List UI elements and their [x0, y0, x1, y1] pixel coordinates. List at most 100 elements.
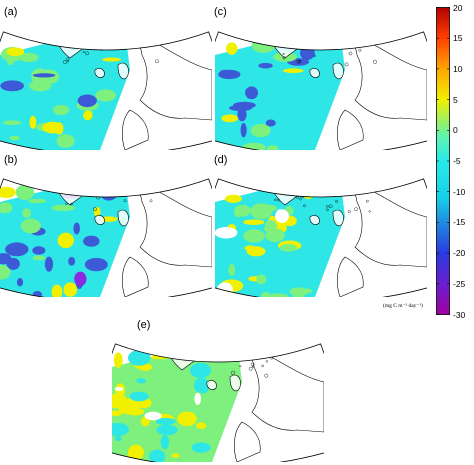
land-outline	[332, 209, 344, 227]
island	[108, 42, 110, 44]
land-outline	[94, 68, 105, 78]
island	[299, 198, 302, 201]
island	[365, 171, 367, 173]
panel-label-b: (b)	[4, 154, 18, 166]
field-patch	[144, 411, 162, 421]
map-frame	[0, 178, 212, 297]
island	[75, 178, 80, 180]
land-outline	[229, 374, 241, 392]
island	[101, 188, 105, 192]
field-patch	[298, 288, 313, 294]
island	[214, 336, 217, 339]
island	[296, 59, 301, 64]
island	[231, 370, 236, 375]
island	[291, 179, 296, 184]
field-patch	[0, 202, 13, 214]
field-patch	[260, 292, 271, 297]
field-patch	[113, 352, 123, 368]
colorbar-tick-label: -20	[453, 248, 466, 259]
field-patch	[56, 134, 75, 148]
field-patch	[37, 76, 49, 87]
island	[118, 33, 123, 37]
island	[261, 364, 264, 368]
island	[297, 14, 301, 18]
land-outline	[94, 215, 105, 225]
island	[133, 181, 137, 185]
land-outline	[233, 421, 261, 462]
land-outline	[332, 62, 344, 80]
meridian	[0, 31, 107, 51]
island	[61, 31, 64, 33]
island	[132, 171, 133, 172]
island	[174, 347, 178, 351]
field-patch	[267, 293, 289, 297]
island	[70, 202, 73, 206]
graticule	[215, 178, 391, 198]
island	[70, 35, 75, 40]
meridian	[215, 178, 322, 198]
island	[200, 333, 203, 336]
field-patch	[160, 434, 170, 450]
island	[126, 28, 128, 30]
meridian	[0, 31, 176, 43]
island	[115, 38, 118, 41]
island	[362, 41, 367, 45]
island	[302, 184, 306, 188]
field-patch	[279, 243, 298, 252]
field-patch	[215, 227, 238, 239]
colorbar	[436, 7, 450, 315]
field-patch	[32, 246, 46, 255]
field-patch	[0, 253, 12, 265]
map-frame	[215, 178, 427, 297]
colorbar-tick-label: 10	[453, 63, 463, 74]
island	[248, 366, 253, 371]
field-patch	[251, 37, 276, 53]
field-patch	[215, 143, 225, 150]
island	[369, 33, 373, 36]
field-patch	[265, 119, 276, 127]
field-patch	[102, 57, 121, 62]
island	[149, 199, 153, 203]
field-patch	[129, 391, 149, 402]
field-patch	[177, 411, 197, 427]
island	[132, 27, 135, 30]
island	[340, 43, 343, 45]
map-frame	[215, 31, 427, 150]
island	[298, 60, 302, 63]
island	[326, 208, 329, 212]
field-patch	[300, 46, 315, 61]
field-patch	[243, 229, 266, 243]
field-patch	[32, 73, 56, 78]
field-patch	[0, 80, 25, 92]
field-patch	[100, 188, 117, 201]
field-patch	[18, 52, 39, 63]
meridian	[0, 31, 141, 49]
field-patch	[74, 271, 87, 287]
island	[363, 165, 366, 168]
field-patch	[73, 43, 84, 49]
island	[328, 204, 333, 209]
field-patch	[226, 42, 238, 55]
island	[88, 166, 91, 169]
island	[302, 36, 307, 41]
field-patch	[264, 220, 277, 233]
map-panel-e	[112, 327, 324, 462]
field-patch	[219, 69, 231, 76]
meridian	[0, 31, 72, 49]
island	[125, 176, 127, 178]
colorbar-tick-label: -5	[453, 156, 461, 166]
field-patch	[194, 392, 202, 405]
field-patch	[240, 122, 247, 138]
map-panel-a	[0, 21, 212, 150]
island	[75, 167, 76, 168]
meridian	[0, 178, 176, 190]
field-patch	[250, 123, 271, 138]
island	[240, 327, 243, 330]
island	[124, 21, 126, 23]
panel-label-c: (c)	[214, 6, 227, 18]
island	[136, 31, 139, 34]
island	[130, 172, 132, 174]
island	[154, 168, 157, 171]
field-patch	[77, 94, 97, 108]
island	[324, 181, 329, 185]
